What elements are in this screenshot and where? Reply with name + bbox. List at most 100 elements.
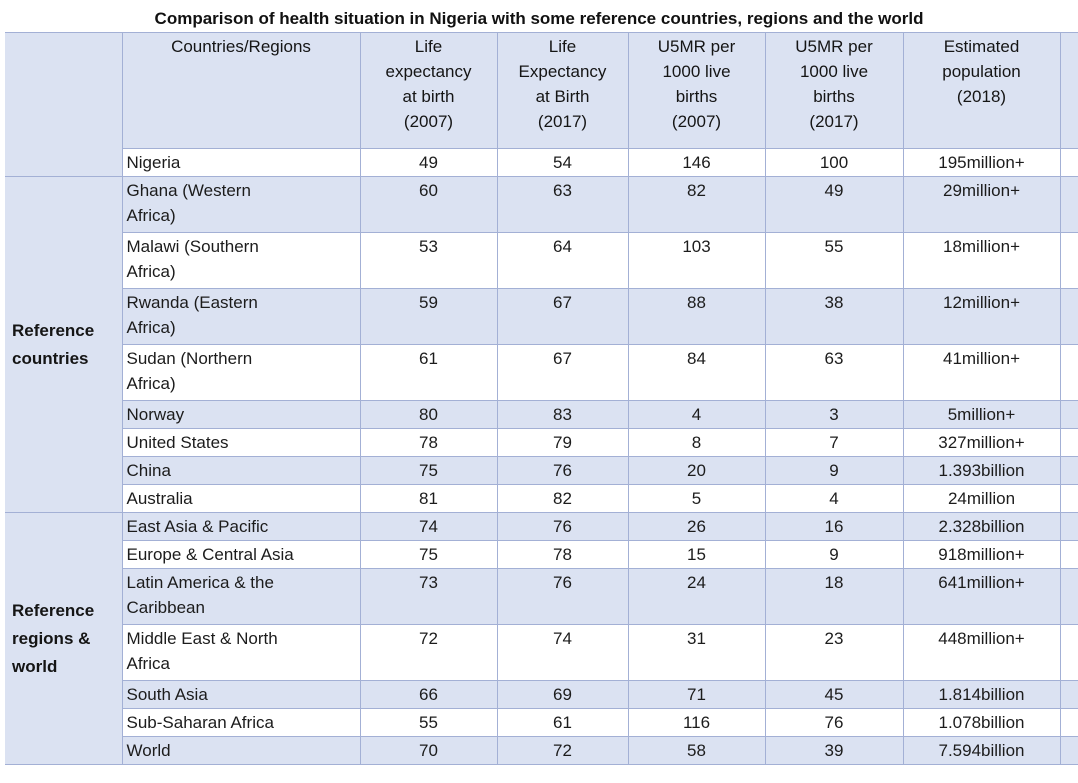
edge-cell <box>1059 540 1078 569</box>
u5mr-2017: 49 <box>764 176 904 233</box>
life-expectancy-2007: 61 <box>359 344 498 401</box>
life-expectancy-2017: 69 <box>496 680 629 709</box>
u5mr-2007: 88 <box>627 288 766 345</box>
health-comparison-table: Countries/Regions Life expectancy at bir… <box>5 32 1078 765</box>
life-expectancy-2017: 76 <box>496 456 629 485</box>
u5mr-2017: 7 <box>764 428 904 457</box>
u5mr-2007: 146 <box>627 148 766 177</box>
table-row-sub-saharan-africa: Sub-Saharan Africa 55 61 116 76 1.078bil… <box>5 708 1078 737</box>
table-row-sudan: Sudan (Northern Africa) 61 67 84 63 41mi… <box>5 344 1078 401</box>
u5mr-2017: 4 <box>764 484 904 513</box>
table-row-europe-central-asia: Europe & Central Asia 75 78 15 9 918mill… <box>5 540 1078 569</box>
life-expectancy-2007: 75 <box>359 456 498 485</box>
u5mr-2017: 23 <box>764 624 904 681</box>
table-row-rwanda: Rwanda (Eastern Africa) 59 67 88 38 12mi… <box>5 288 1078 345</box>
u5mr-2007: 8 <box>627 428 766 457</box>
u5mr-2017: 39 <box>764 736 904 765</box>
u5mr-2007: 82 <box>627 176 766 233</box>
u5mr-2007: 4 <box>627 400 766 429</box>
life-expectancy-2007: 80 <box>359 400 498 429</box>
life-expectancy-2017: 82 <box>496 484 629 513</box>
column-header-countries-regions: Countries/Regions <box>121 32 361 149</box>
table-row-australia: Australia 81 82 5 4 24million <box>5 484 1078 513</box>
region-name: South Asia <box>121 680 361 709</box>
life-expectancy-2017: 83 <box>496 400 629 429</box>
edge-cell <box>1059 232 1078 289</box>
country-name: Sudan (Northern Africa) <box>121 344 361 401</box>
u5mr-2017: 16 <box>764 512 904 541</box>
population-2018: 918million+ <box>902 540 1061 569</box>
life-expectancy-2007: 74 <box>359 512 498 541</box>
population-2018: 2.328billion <box>902 512 1061 541</box>
u5mr-2017: 9 <box>764 456 904 485</box>
u5mr-2007: 20 <box>627 456 766 485</box>
life-expectancy-2007: 49 <box>359 148 498 177</box>
country-name: Norway <box>121 400 361 429</box>
column-header-estimated-population: Estimated population (2018) <box>902 32 1061 149</box>
population-2018: 41million+ <box>902 344 1061 401</box>
edge-cell <box>1059 624 1078 681</box>
u5mr-2017: 45 <box>764 680 904 709</box>
life-expectancy-2007: 53 <box>359 232 498 289</box>
population-2018: 641million+ <box>902 568 1061 625</box>
population-2018: 24million <box>902 484 1061 513</box>
u5mr-2017: 38 <box>764 288 904 345</box>
country-name: China <box>121 456 361 485</box>
population-2018: 12million+ <box>902 288 1061 345</box>
life-expectancy-2007: 78 <box>359 428 498 457</box>
life-expectancy-2007: 75 <box>359 540 498 569</box>
u5mr-2007: 103 <box>627 232 766 289</box>
u5mr-2007: 71 <box>627 680 766 709</box>
edge-cell <box>1059 568 1078 625</box>
u5mr-2017: 55 <box>764 232 904 289</box>
edge-cell <box>1059 32 1078 149</box>
life-expectancy-2017: 79 <box>496 428 629 457</box>
u5mr-2007: 15 <box>627 540 766 569</box>
population-2018: 29million+ <box>902 176 1061 233</box>
life-expectancy-2007: 66 <box>359 680 498 709</box>
u5mr-2007: 26 <box>627 512 766 541</box>
life-expectancy-2007: 72 <box>359 624 498 681</box>
table-row-latin-america-caribbean: Latin America & the Caribbean 73 76 24 1… <box>5 568 1078 625</box>
column-header-life-expectancy-2017: Life Expectancy at Birth (2017) <box>496 32 629 149</box>
region-name: Middle East & North Africa <box>121 624 361 681</box>
region-name: Sub-Saharan Africa <box>121 708 361 737</box>
table-row-ghana: Reference countries Ghana (Western Afric… <box>5 176 1078 513</box>
table-row-malawi: Malawi (Southern Africa) 53 64 103 55 18… <box>5 232 1078 289</box>
life-expectancy-2017: 61 <box>496 708 629 737</box>
edge-cell <box>1059 680 1078 709</box>
u5mr-2017: 18 <box>764 568 904 625</box>
u5mr-2007: 24 <box>627 568 766 625</box>
life-expectancy-2017: 67 <box>496 288 629 345</box>
u5mr-2017: 76 <box>764 708 904 737</box>
region-name: Europe & Central Asia <box>121 540 361 569</box>
life-expectancy-2007: 70 <box>359 736 498 765</box>
edge-cell <box>1059 148 1078 177</box>
edge-cell <box>1059 344 1078 401</box>
edge-cell <box>1059 176 1078 233</box>
population-2018: 448million+ <box>902 624 1061 681</box>
region-name: World <box>121 736 361 765</box>
column-header-u5mr-2017: U5MR per 1000 live births (2017) <box>764 32 904 149</box>
life-expectancy-2017: 78 <box>496 540 629 569</box>
edge-cell <box>1059 708 1078 737</box>
population-2018: 7.594billion <box>902 736 1061 765</box>
table-row-nigeria: Nigeria 49 54 146 100 195million+ <box>5 148 1078 177</box>
life-expectancy-2017: 54 <box>496 148 629 177</box>
country-name: Malawi (Southern Africa) <box>121 232 361 289</box>
life-expectancy-2017: 63 <box>496 176 629 233</box>
life-expectancy-2017: 76 <box>496 512 629 541</box>
edge-cell <box>1059 736 1078 765</box>
population-2018: 1.814billion <box>902 680 1061 709</box>
table-row-china: China 75 76 20 9 1.393billion <box>5 456 1078 485</box>
life-expectancy-2007: 81 <box>359 484 498 513</box>
country-name: Ghana (Western Africa) <box>121 176 361 233</box>
u5mr-2007: 31 <box>627 624 766 681</box>
u5mr-2007: 116 <box>627 708 766 737</box>
life-expectancy-2007: 55 <box>359 708 498 737</box>
population-2018: 1.078billion <box>902 708 1061 737</box>
life-expectancy-2007: 73 <box>359 568 498 625</box>
country-name: Nigeria <box>121 148 361 177</box>
life-expectancy-2007: 60 <box>359 176 498 233</box>
